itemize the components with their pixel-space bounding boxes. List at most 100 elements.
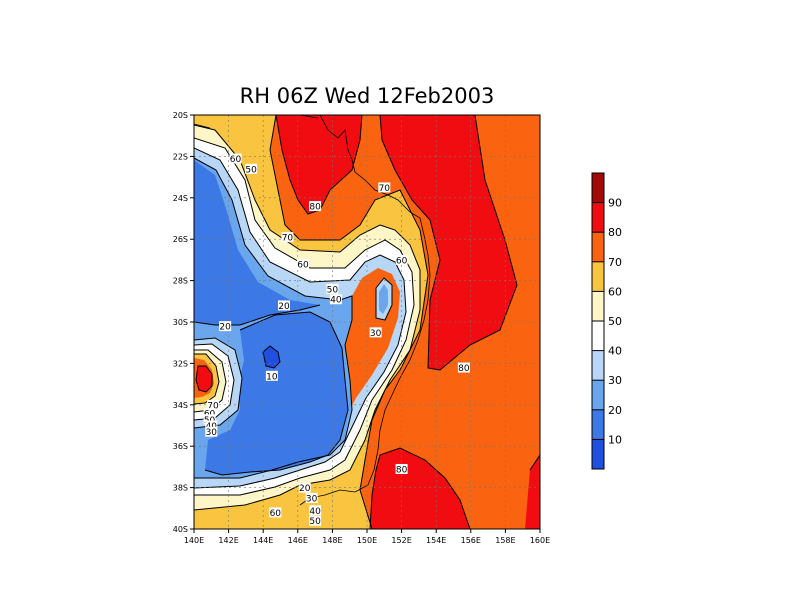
colorbar-tick-label: 90 — [608, 197, 622, 210]
contour-label-bg — [305, 492, 318, 503]
y-tick-label: 28S — [173, 277, 188, 286]
x-tick-label: 160E — [530, 536, 550, 545]
contour-label: 80 — [309, 201, 322, 213]
contour-label-text: 60 — [270, 509, 282, 519]
contour-label: 20 — [298, 482, 311, 494]
y-tick-label: 26S — [173, 235, 188, 244]
contour-label-text: 60 — [396, 256, 408, 266]
colorbar-tick-label: 40 — [608, 345, 622, 358]
contour-label: 30 — [305, 492, 318, 504]
contour-label: 80 — [457, 362, 470, 374]
colorbar-swatch — [592, 291, 604, 321]
contour-label: 70 — [378, 182, 391, 194]
contour-label-text: 60 — [230, 155, 242, 165]
colorbar-swatch — [592, 380, 604, 410]
colorbar-swatch — [592, 202, 604, 233]
colorbar-swatch — [592, 439, 604, 469]
rh-band-30-40 — [194, 148, 406, 488]
rh-band-80-90-south — [370, 448, 470, 529]
contour-label-text: 20 — [299, 484, 311, 494]
contour-label-bg — [309, 515, 322, 526]
graticule — [194, 115, 540, 529]
colorbar-tick-label: 70 — [608, 256, 622, 269]
x-tick-label: 140E — [184, 536, 204, 545]
y-tick-label: 36S — [173, 442, 188, 451]
contour-label-text: 70 — [207, 401, 219, 411]
contour-label-text: 20 — [278, 302, 290, 312]
contour-label-bg — [298, 482, 311, 493]
contour-label: 70 — [207, 399, 220, 411]
x-tick-label: 154E — [426, 536, 446, 545]
contour-label-text: 30 — [206, 428, 218, 438]
contour-label-text: 40 — [309, 507, 321, 517]
contour-label: 60 — [296, 259, 309, 271]
colorbar-swatch — [592, 173, 604, 203]
contour-label-bg — [281, 232, 294, 243]
contour-label-bg — [205, 420, 218, 431]
contour-label-bg — [229, 153, 242, 164]
contour-label-bg — [457, 362, 470, 373]
contour-label-bg — [265, 370, 278, 381]
contour-label-text: 70 — [379, 184, 391, 194]
contour-label: 50 — [245, 163, 258, 175]
contour-label-bg — [369, 327, 382, 338]
contour-label: 50 — [309, 515, 322, 527]
contour-label-text: 80 — [396, 465, 408, 475]
y-tick-label: 20S — [173, 111, 188, 120]
contour-label-bg — [309, 201, 322, 212]
contour-label: 40 — [309, 505, 322, 517]
colorbar-swatch — [592, 321, 604, 351]
contour-label-text: 50 — [327, 285, 339, 295]
colorbar-swatch — [592, 232, 604, 262]
colorbar-swatch — [592, 350, 604, 381]
contour-label-text: 30 — [306, 494, 318, 504]
y-tick-label: 40S — [173, 525, 188, 534]
rh-blob-80-90 — [196, 366, 212, 392]
contour-label-text: 20 — [219, 323, 231, 333]
contour-label-text: 30 — [370, 329, 382, 339]
axis-ticks: 140E 142E 144E 146E 148E 150E 152E 154E 156E 158E… — [173, 111, 550, 545]
contour-label-bg — [203, 414, 216, 425]
contour-label-bg — [219, 321, 232, 332]
contour-label: 60 — [269, 507, 282, 519]
contour-label-bg — [245, 163, 258, 174]
chart-title: RH 06Z Wed 12Feb2003 — [240, 84, 495, 108]
contour-label-text: 80 — [309, 203, 321, 213]
contour-label-text: 10 — [266, 372, 278, 382]
contour-labels: 6050807070606050402020308010706050403080… — [203, 153, 470, 527]
rh-pocket-20-30 — [379, 284, 388, 314]
contour-label-bg — [378, 182, 391, 193]
contour-label: 60 — [395, 254, 408, 266]
contour-label: 30 — [369, 327, 382, 339]
rh-map: 6050807070606050402020308010706050403080… — [194, 115, 540, 529]
x-tick-label: 158E — [495, 536, 515, 545]
contour-label-bg — [203, 408, 216, 419]
contour-label-bg — [395, 463, 408, 474]
contour-label-bg — [277, 300, 290, 311]
contour-label: 80 — [395, 463, 408, 475]
y-tick-label: 24S — [173, 194, 188, 203]
colorbar: 10 20 30 40 50 60 70 80 90 — [591, 172, 622, 470]
colorbar-tick-label: 60 — [608, 285, 622, 298]
rh-band-below-10 — [263, 346, 280, 368]
contour-label-bg — [207, 399, 220, 410]
x-tick-label: 144E — [253, 536, 273, 545]
contour-label: 40 — [329, 294, 342, 306]
contour-label: 30 — [205, 426, 218, 438]
contour-label-bg — [309, 505, 322, 516]
rh-band-80-90-se — [525, 455, 540, 529]
contour-label: 60 — [229, 153, 242, 165]
x-tick-label: 156E — [461, 536, 481, 545]
x-tick-label: 152E — [391, 536, 411, 545]
y-tick-label: 34S — [173, 401, 188, 410]
contour-label: 50 — [326, 283, 339, 295]
contour-label-bg — [296, 259, 309, 270]
colorbar-tick-label: 50 — [608, 315, 622, 328]
y-tick-label: 38S — [173, 484, 188, 493]
rh-band-10-20-central — [205, 312, 348, 475]
x-tick-label: 148E — [322, 536, 342, 545]
contour-label-text: 60 — [297, 261, 309, 271]
colorbar-swatch — [592, 409, 604, 440]
contour-label-bg — [326, 283, 339, 294]
